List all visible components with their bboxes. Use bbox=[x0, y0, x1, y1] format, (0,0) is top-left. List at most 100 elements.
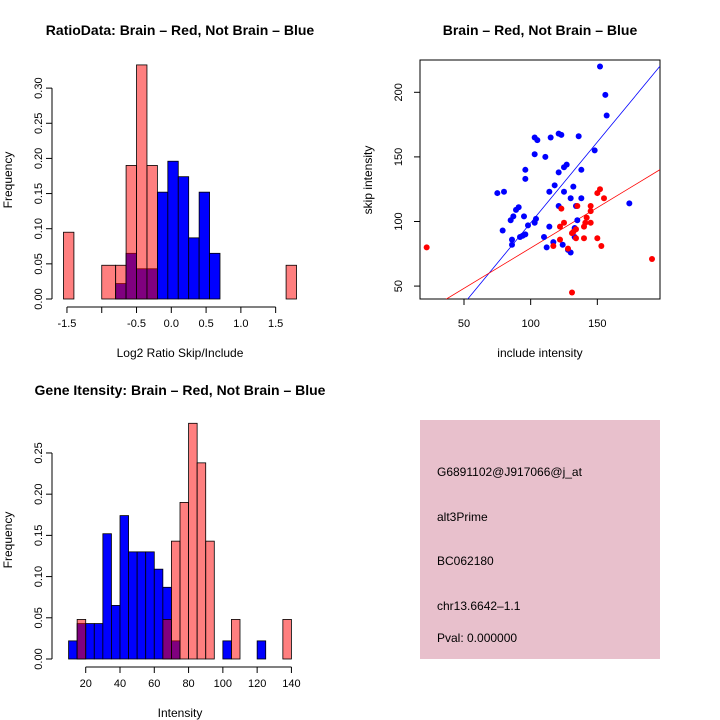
info-panel-background bbox=[420, 420, 660, 659]
point-not-brain-23 bbox=[570, 183, 577, 190]
intensity-bar-not-brain-6 bbox=[119, 515, 129, 660]
point-brain-6 bbox=[587, 208, 594, 215]
intensity-bar-not-brain-8 bbox=[136, 551, 147, 660]
point-brain-14 bbox=[598, 243, 605, 250]
ratio-y-tick-label-5: 0.25 bbox=[33, 113, 45, 134]
point-brain-19 bbox=[557, 223, 563, 230]
scatter-x-tick-label-2: 150 bbox=[588, 318, 606, 330]
intensity-bar-brain-4 bbox=[188, 422, 198, 660]
intensity-histogram: Gene Itensity: Brain – Red, Not Brain – … bbox=[1, 382, 326, 720]
scatter-y-tick-label-2: 150 bbox=[393, 148, 405, 166]
intensity-bar-brain-5 bbox=[196, 462, 207, 660]
ratio-bar-not-brain-6 bbox=[177, 176, 190, 300]
ratio-bar-not-brain-5 bbox=[167, 160, 179, 300]
point-not-brain-35 bbox=[525, 222, 531, 229]
scatter-y-tick-label-3: 200 bbox=[393, 83, 405, 101]
point-brain-23 bbox=[565, 245, 571, 252]
ratio-bar-not-brain-4 bbox=[156, 191, 169, 300]
intensity-bar-brain-8 bbox=[282, 619, 292, 660]
point-brain-20 bbox=[569, 230, 575, 237]
probe-id: G6891102@J917066@j_at bbox=[437, 465, 583, 479]
intensity-x-tick-label-3: 80 bbox=[182, 678, 194, 690]
point-brain-24 bbox=[582, 219, 589, 226]
ratio-bar-not-brain-7 bbox=[188, 237, 200, 300]
intensity-y-tick-label-0: 0.00 bbox=[33, 648, 45, 669]
intensity-y-tick-label-1: 0.05 bbox=[33, 607, 45, 628]
intensity-y-tick-label-2: 0.10 bbox=[33, 566, 45, 587]
ratio-x-tick-label-5: 1.0 bbox=[233, 318, 248, 330]
intensity-bar-brain-2 bbox=[171, 540, 181, 660]
ratio-bar-not-brain-8 bbox=[198, 191, 210, 300]
point-not-brain-9 bbox=[591, 147, 598, 154]
point-brain-13 bbox=[594, 235, 601, 242]
intensity-y-tick-label-3: 0.15 bbox=[33, 525, 45, 546]
point-not-brain-50 bbox=[509, 241, 515, 248]
point-not-brain-19 bbox=[546, 188, 553, 195]
ratio-y-tick-label-1: 0.05 bbox=[33, 253, 45, 274]
intensity-histogram-xlabel: Intensity bbox=[158, 706, 203, 720]
ratio-bar-brain-0 bbox=[63, 231, 75, 300]
ratio-y-tick-label-0: 0.00 bbox=[33, 288, 45, 309]
point-not-brain-16 bbox=[522, 175, 529, 182]
point-not-brain-14 bbox=[563, 161, 570, 168]
point-not-brain-5 bbox=[547, 134, 554, 141]
point-brain-18 bbox=[561, 219, 567, 226]
point-brain-15 bbox=[649, 255, 655, 262]
point-not-brain-2 bbox=[603, 112, 610, 119]
intensity-bar-brain-0 bbox=[76, 619, 87, 660]
ratio-x-tick-label-4: 0.5 bbox=[198, 318, 213, 330]
point-not-brain-45 bbox=[543, 244, 550, 251]
intensity-bar-brain-3 bbox=[179, 502, 189, 660]
intensity-bar-brain-7 bbox=[231, 619, 241, 660]
scatter-ylabel: skip intensity bbox=[361, 146, 375, 215]
point-brain-1 bbox=[569, 289, 575, 296]
intensity-bar-not-brain-5 bbox=[111, 605, 121, 660]
point-brain-5 bbox=[587, 202, 594, 209]
scatter-y-tick-label-0: 50 bbox=[393, 280, 405, 292]
point-not-brain-0 bbox=[597, 63, 603, 70]
ratio-y-tick-label-4: 0.20 bbox=[33, 148, 45, 169]
ratio-x-tick-label-3: 0.0 bbox=[164, 318, 179, 330]
scatter-title: Brain – Red, Not Brain – Blue bbox=[443, 22, 638, 38]
point-not-brain-10 bbox=[531, 151, 538, 158]
scatter-plot-frame bbox=[419, 59, 661, 300]
point-not-brain-42 bbox=[517, 233, 523, 240]
intensity-y-tick-label-4: 0.20 bbox=[33, 483, 45, 504]
point-not-brain-38 bbox=[574, 217, 581, 224]
point-not-brain-21 bbox=[494, 190, 501, 197]
intensity-x-tick-label-5: 120 bbox=[248, 678, 266, 690]
intensity-bar-not-brain-13 bbox=[222, 640, 232, 660]
ratio-histogram-xlabel: Log2 Ratio Skip/Include bbox=[117, 346, 244, 360]
point-brain-7 bbox=[583, 214, 590, 221]
point-not-brain-44 bbox=[499, 227, 506, 234]
point-not-brain-20 bbox=[561, 188, 567, 195]
intensity-scatter: Brain – Red, Not Brain – Blue include in… bbox=[361, 22, 661, 360]
scatter-x-tick-label-0: 50 bbox=[458, 318, 470, 330]
intensity-bar-not-brain-3 bbox=[93, 623, 104, 660]
intensity-bar-not-brain-0 bbox=[68, 640, 78, 660]
scatter-xlabel: include intensity bbox=[497, 346, 582, 360]
ratio-bar-not-brain-9 bbox=[209, 252, 221, 300]
point-not-brain-31 bbox=[521, 213, 527, 220]
intensity-x-tick-label-0: 20 bbox=[80, 678, 92, 690]
point-not-brain-8 bbox=[575, 133, 582, 140]
accession: BC062180 bbox=[437, 554, 494, 568]
point-not-brain-15 bbox=[555, 169, 562, 176]
point-not-brain-37 bbox=[546, 223, 553, 230]
point-brain-4 bbox=[594, 190, 601, 197]
ratio-bar-brain-5 bbox=[146, 165, 158, 300]
point-not-brain-18 bbox=[551, 182, 558, 189]
intensity-bar-brain-1 bbox=[162, 619, 172, 660]
intensity-x-tick-label-2: 60 bbox=[148, 678, 160, 690]
fit-line-not-brain bbox=[467, 65, 660, 299]
fit-line-brain bbox=[445, 169, 660, 299]
point-not-brain-17 bbox=[578, 166, 585, 173]
ratio-histogram-ylabel: Frequency bbox=[1, 152, 15, 209]
point-not-brain-30 bbox=[515, 204, 522, 211]
ratio-bar-brain-1 bbox=[101, 264, 117, 300]
point-brain-3 bbox=[601, 195, 607, 202]
intensity-x-tick-label-6: 140 bbox=[282, 678, 300, 690]
intensity-bar-not-brain-2 bbox=[85, 623, 95, 660]
point-brain-12 bbox=[581, 235, 587, 242]
